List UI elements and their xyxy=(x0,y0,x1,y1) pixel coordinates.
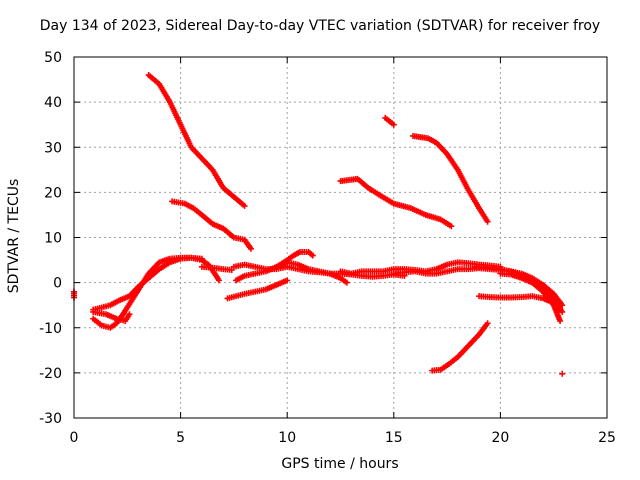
plot-frame xyxy=(73,56,608,419)
data-point xyxy=(557,306,564,313)
data-point xyxy=(557,317,564,324)
series-arc-3 xyxy=(337,175,455,230)
data-point xyxy=(484,218,491,225)
series-arc-2 xyxy=(169,198,254,252)
y-tick-label: -20 xyxy=(39,366,62,382)
data-point xyxy=(448,223,455,230)
series-arc-19 xyxy=(429,320,491,374)
y-axis-label: SDTVAR / TECUs xyxy=(6,178,22,294)
data-point xyxy=(343,279,350,286)
series-arc-4 xyxy=(382,114,397,128)
series-arc-20 xyxy=(559,370,566,377)
data-point xyxy=(247,245,254,252)
chart-title: Day 134 of 2023, Sidereal Day-to-day VTE… xyxy=(39,18,601,34)
x-tick-label: 5 xyxy=(176,430,185,446)
data-point xyxy=(559,370,566,377)
x-tick-label: 10 xyxy=(278,430,296,446)
y-tick-label: 30 xyxy=(44,140,62,156)
series-arc-14 xyxy=(337,259,504,277)
grid-lines xyxy=(74,57,607,418)
data-point xyxy=(284,277,291,284)
y-tick-label: 40 xyxy=(44,95,62,111)
data-series xyxy=(71,72,566,377)
series-arc-10 xyxy=(224,277,291,302)
y-tick-label: 10 xyxy=(44,231,62,247)
x-axis-ticks: 0 5 10 15 20 25 xyxy=(70,57,616,446)
data-point xyxy=(126,311,133,318)
y-tick-label: -10 xyxy=(39,321,62,337)
y-tick-label: 20 xyxy=(44,185,62,201)
x-tick-label: 25 xyxy=(598,430,616,446)
data-point xyxy=(484,320,491,327)
data-point xyxy=(198,255,205,262)
series-arc-9 xyxy=(198,263,235,273)
y-tick-label: 50 xyxy=(44,50,62,66)
series-arc-18 xyxy=(476,293,564,313)
data-point xyxy=(215,277,222,284)
data-point xyxy=(309,252,316,259)
x-tick-label: 20 xyxy=(491,430,509,446)
data-point xyxy=(390,121,397,128)
y-tick-label: 0 xyxy=(53,276,62,292)
data-point xyxy=(241,202,248,209)
y-axis-ticks: -30 -20 -10 0 10 20 30 40 50 xyxy=(39,50,607,427)
x-tick-label: 15 xyxy=(385,430,403,446)
series-arc-8 xyxy=(90,254,205,313)
series-arc-1 xyxy=(145,72,248,209)
x-tick-label: 0 xyxy=(70,430,79,446)
y-tick-label: -30 xyxy=(39,411,62,427)
series-arc-5 xyxy=(409,132,491,225)
series-arc-17 xyxy=(471,263,564,324)
data-point xyxy=(228,266,235,273)
x-axis-label: GPS time / hours xyxy=(281,456,399,472)
